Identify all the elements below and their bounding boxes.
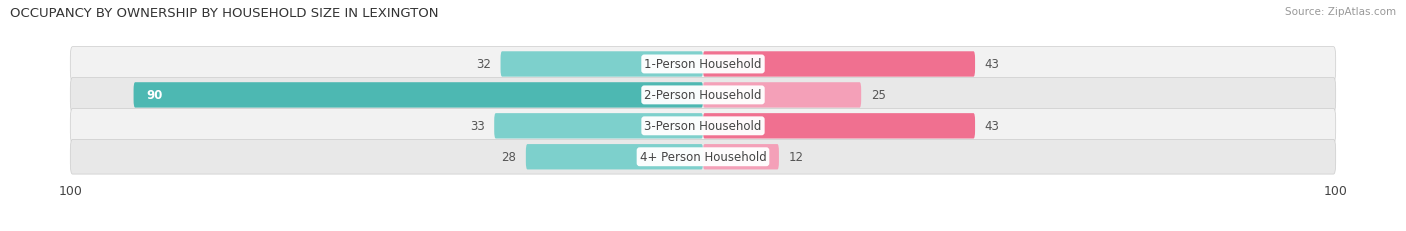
Text: 2-Person Household: 2-Person Household <box>644 89 762 102</box>
Text: 43: 43 <box>984 58 1000 71</box>
FancyBboxPatch shape <box>70 109 1336 143</box>
Text: 4+ Person Household: 4+ Person Household <box>640 151 766 164</box>
Text: 12: 12 <box>789 151 803 164</box>
Text: Source: ZipAtlas.com: Source: ZipAtlas.com <box>1285 7 1396 17</box>
Text: 25: 25 <box>870 89 886 102</box>
Text: 3-Person Household: 3-Person Household <box>644 120 762 133</box>
FancyBboxPatch shape <box>703 52 976 77</box>
FancyBboxPatch shape <box>703 83 860 108</box>
Text: 28: 28 <box>502 151 516 164</box>
FancyBboxPatch shape <box>495 114 703 139</box>
Text: 1-Person Household: 1-Person Household <box>644 58 762 71</box>
FancyBboxPatch shape <box>134 83 703 108</box>
Text: 33: 33 <box>470 120 485 133</box>
FancyBboxPatch shape <box>526 144 703 170</box>
Text: OCCUPANCY BY OWNERSHIP BY HOUSEHOLD SIZE IN LEXINGTON: OCCUPANCY BY OWNERSHIP BY HOUSEHOLD SIZE… <box>10 7 439 20</box>
Text: 43: 43 <box>984 120 1000 133</box>
Text: 32: 32 <box>477 58 491 71</box>
FancyBboxPatch shape <box>703 114 976 139</box>
FancyBboxPatch shape <box>703 144 779 170</box>
FancyBboxPatch shape <box>70 140 1336 174</box>
FancyBboxPatch shape <box>70 78 1336 113</box>
Text: 90: 90 <box>146 89 163 102</box>
FancyBboxPatch shape <box>70 47 1336 82</box>
FancyBboxPatch shape <box>501 52 703 77</box>
